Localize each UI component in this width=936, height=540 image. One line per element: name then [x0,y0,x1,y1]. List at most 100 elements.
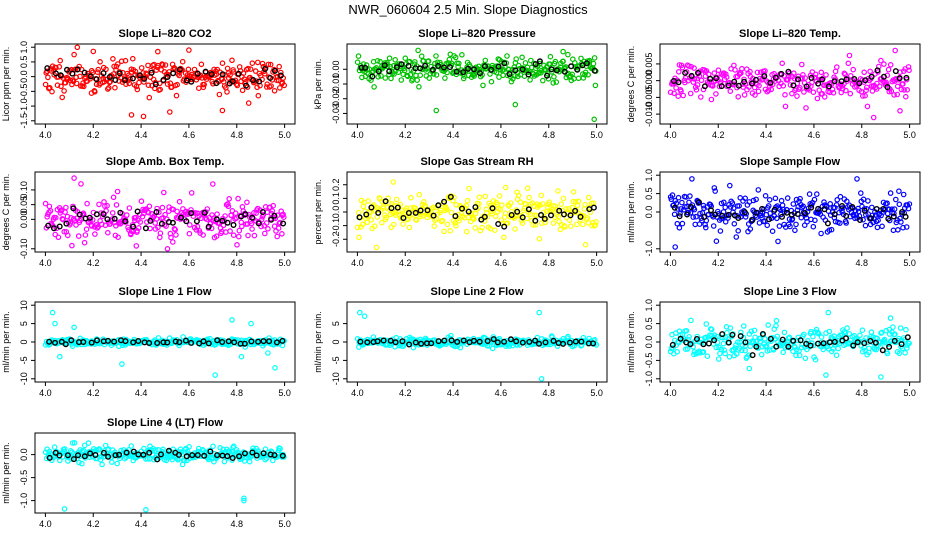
y-tick-label: -0.02 [331,88,341,109]
data-point [761,335,768,342]
data-point [862,222,869,229]
mean-point [525,71,532,78]
mean-point [899,208,906,215]
data-point [263,220,270,226]
data-point [69,440,76,446]
x-tick-label: 4.6 [495,258,508,268]
data-point [725,215,731,221]
data-point [276,85,283,91]
mean-point [201,452,208,459]
data-point [265,61,272,68]
mean-point [164,73,171,80]
mean-point [64,452,71,459]
data-point [700,349,707,355]
mean-point [74,452,81,459]
data-point [102,442,109,449]
data-point [92,231,98,237]
data-point [772,195,779,202]
mean-point [719,331,726,338]
mean-point [399,338,406,345]
data-point [221,458,228,465]
data-point [731,221,738,227]
data-point [479,224,485,231]
data-point [565,333,571,340]
plot-frame [346,43,608,125]
data-point [234,242,240,248]
mean-point [260,338,267,345]
mean-point [460,69,467,76]
data-point [810,342,817,349]
mean-point [165,447,172,454]
data-point [417,72,424,79]
mean-point [52,70,59,77]
x-tick-label: 5.0 [278,130,291,140]
mean-point [182,337,189,344]
data-point [843,198,850,205]
data-point [582,201,588,208]
data-point [480,82,486,89]
y-tick-label: 0.5 [19,56,29,69]
mean-point [868,215,875,222]
mean-point [279,337,286,344]
data-point [589,222,595,229]
data-point [579,221,586,228]
data-point [885,66,892,73]
data-point [676,225,683,231]
data-point [897,215,903,222]
data-point [690,214,697,220]
mean-point [400,214,407,221]
x-tick-label: 4.2 [399,388,412,398]
mean-point [544,72,551,79]
data-point [796,352,803,359]
data-point [867,68,873,75]
mean-point [675,79,682,86]
x-tick-label: 4.6 [183,130,196,140]
outlier-point [433,107,440,114]
data-point [236,227,243,234]
x-tick-label: 4.2 [87,130,100,140]
data-point [539,201,546,207]
data-point [590,60,597,67]
mean-point [52,339,59,346]
mean-point [790,337,797,344]
data-point [793,352,799,359]
data-point [739,347,745,354]
data-point [145,62,151,69]
data-point [185,66,192,73]
data-point [729,200,736,206]
data-point [815,330,822,337]
outlier-point [210,181,216,187]
mean-point [707,75,714,82]
mean-point [470,66,477,73]
mean-point [482,63,489,70]
data-point [833,64,840,70]
data-point [260,212,267,218]
mean-point [693,336,700,343]
data-point [476,200,482,207]
data-point [755,187,762,193]
data-point [780,349,787,356]
mean-point [819,76,826,83]
mean-point [56,223,63,230]
mean-point [452,213,459,220]
mean-point [430,212,437,219]
data-point [159,204,166,211]
data-point [846,331,853,337]
data-point [724,329,730,336]
data-point [122,57,129,64]
data-point [843,220,850,226]
data-point [471,216,477,222]
data-point [802,355,809,362]
mean-point [224,453,231,460]
data-point [735,94,742,100]
mean-point [249,214,256,221]
data-point [712,188,719,194]
data-point [138,198,145,205]
data-point [693,213,699,220]
data-point [821,94,828,100]
mean-point [406,341,413,348]
data-point [537,202,543,209]
data-point [823,72,829,78]
mean-point [86,214,93,221]
data-point [268,83,274,89]
